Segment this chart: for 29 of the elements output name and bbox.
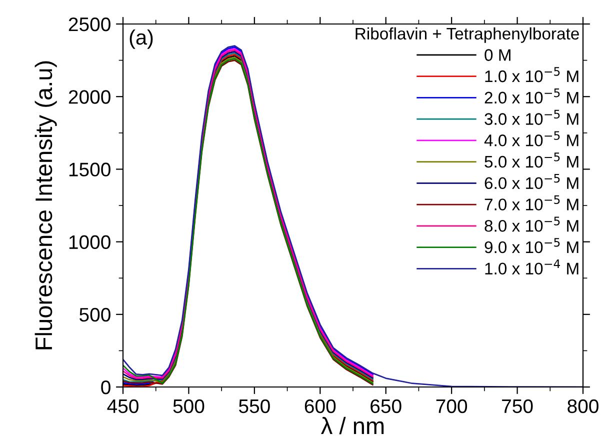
x-tick-label: 650 [370, 399, 402, 414]
x-tick-label: 600 [304, 399, 336, 414]
y-axis-title: Fluorescence Intensity (a.u) [34, 61, 57, 350]
annotation: (a) [130, 29, 153, 49]
legend-label: 8.0 x 10$^{−5}$ M [484, 216, 578, 232]
legend-label: 5.0 x 10$^{−5}$ M [484, 152, 578, 168]
y-tick-label: 500 [80, 308, 110, 322]
x-axis-title: λ / nm [321, 416, 384, 434]
legend-label: 2.0 x 10$^{−5}$ M [484, 88, 578, 104]
legend-label: 1.0 x 10$^{−5}$ M [485, 67, 578, 82]
y-tick-label: 2500 [68, 17, 110, 32]
legend-label: 7.0 x 10$^{−5}$ M [484, 195, 578, 210]
y-tick-label: 1000 [69, 235, 110, 250]
x-tick-label: 550 [238, 399, 270, 414]
legend-label: 9.0 x 10$^{−5}$ M [484, 238, 578, 254]
y-tick-label: 1500 [69, 162, 110, 176]
legend-label: 4.0 x 10$^{−5}$ M [484, 131, 578, 146]
y-tick-label: 0 [101, 380, 110, 394]
x-tick-label: 800 [568, 399, 598, 414]
legend-label: 6.0 x 10$^{−5}$ M [484, 174, 578, 190]
y-tick-label: 2000 [68, 90, 110, 104]
x-tick-label: 450 [107, 399, 138, 414]
x-tick-label: 750 [502, 399, 533, 414]
legend-label: 3.0 x 10$^{−5}$ M [484, 110, 578, 125]
x-tick-label: 700 [436, 399, 468, 414]
x-tick-label: 500 [173, 399, 204, 414]
legend-title: Riboflavin + Tetraphenylborate [356, 27, 579, 43]
legend-label: 0 M [484, 49, 510, 61]
legend-label: 1.0 x 10$^{−4}$ M [485, 259, 578, 275]
